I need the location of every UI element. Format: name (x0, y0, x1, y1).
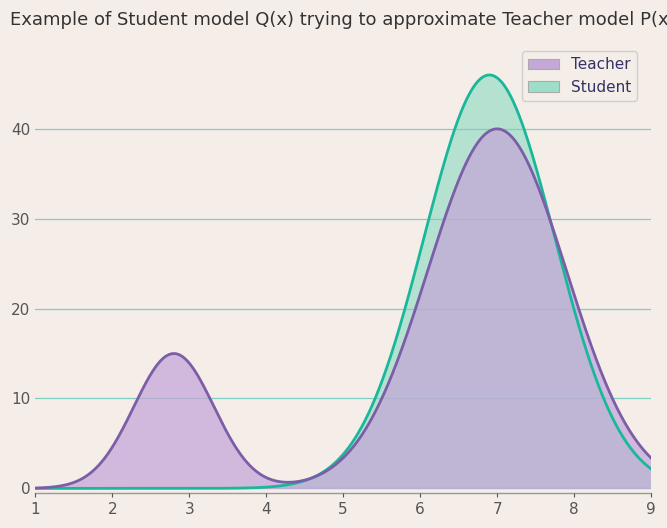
Legend: Teacher, Student: Teacher, Student (522, 51, 637, 101)
Title: Example of Student model Q(x) trying to approximate Teacher model P(x): Example of Student model Q(x) trying to … (11, 11, 667, 29)
